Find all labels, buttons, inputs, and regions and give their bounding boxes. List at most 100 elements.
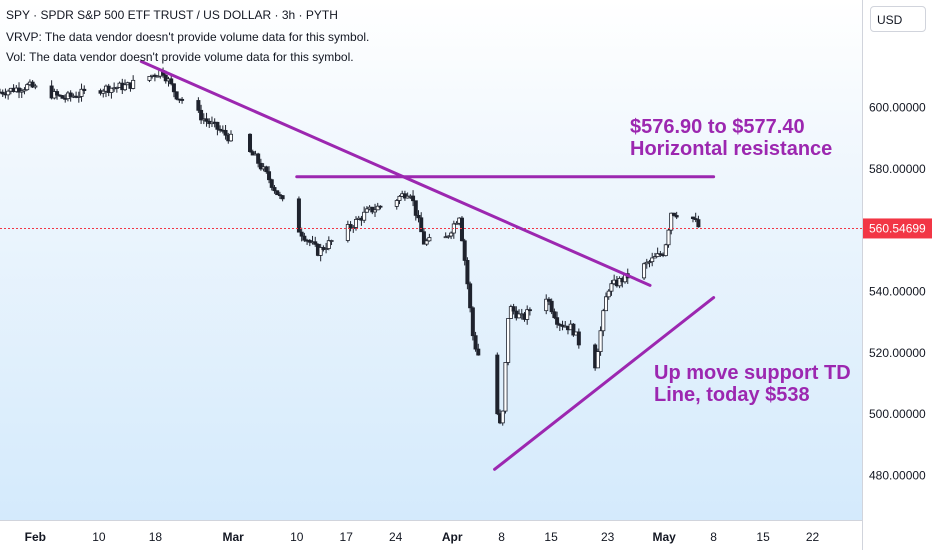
candle-body-down: [411, 195, 416, 202]
candle-body-up: [101, 90, 106, 94]
candle: [302, 232, 307, 242]
candle-body-up: [666, 229, 671, 246]
candle: [147, 75, 152, 83]
candle-body-up: [652, 256, 657, 259]
candle-body-down: [196, 100, 201, 111]
chart-area[interactable]: SPY · SPDR S&P 500 ETF TRUST / US DOLLAR…: [0, 0, 862, 520]
support-annotation: Up move support TD Line, today $538: [654, 362, 851, 406]
time-tick-label: 10: [290, 530, 304, 544]
candles: [0, 67, 701, 426]
candle: [508, 304, 513, 319]
candle-body-up: [114, 87, 119, 89]
candle: [378, 205, 383, 210]
candle: [248, 133, 253, 153]
candle-body-down: [215, 121, 220, 130]
candle: [55, 89, 60, 100]
candle: [280, 194, 285, 202]
candle-body-down: [218, 128, 223, 131]
time-tick-label: 22: [806, 530, 820, 544]
candle-body-down: [267, 171, 272, 181]
candle: [329, 239, 334, 246]
candle-body-up: [525, 309, 530, 320]
time-tick-label: 15: [544, 530, 558, 544]
candle: [22, 87, 27, 95]
candle: [663, 243, 668, 257]
time-tick-label: 18: [149, 530, 163, 544]
candle-body-down: [280, 195, 285, 200]
candle: [364, 206, 369, 213]
candle-body-up: [19, 90, 24, 93]
candle: [546, 297, 551, 306]
price-tick-label: 580.00000: [869, 162, 926, 176]
candle-body-up: [650, 257, 655, 263]
candle: [647, 259, 652, 268]
currency-button[interactable]: USD: [870, 6, 926, 32]
candle-body-up: [506, 318, 511, 363]
candle: [604, 292, 609, 312]
candle-body-down: [275, 190, 280, 196]
candle-body-down: [495, 354, 500, 415]
candle-body-up: [6, 90, 11, 96]
candle-body-down: [465, 260, 470, 285]
candle: [595, 348, 600, 369]
candle-body-up: [155, 75, 160, 78]
candle-body-up: [609, 283, 614, 292]
candle-body-up: [324, 248, 329, 250]
candle-body-up: [446, 235, 451, 238]
candle: [671, 212, 676, 217]
candle-body-up: [394, 200, 399, 207]
symbol-title[interactable]: SPY · SPDR S&P 500 ETF TRUST / US DOLLAR…: [6, 8, 338, 22]
candle-body-up: [345, 224, 350, 241]
candle-body-up: [544, 298, 549, 312]
candle-body-up: [353, 219, 358, 228]
time-tick-label: 17: [340, 530, 354, 544]
candle-body-up: [318, 247, 323, 256]
candle: [454, 221, 459, 225]
candle-body-up: [375, 205, 380, 211]
candle: [19, 88, 24, 99]
candle: [171, 83, 176, 98]
candle: [174, 91, 179, 101]
candle-body-up: [606, 290, 611, 298]
candle-body-up: [131, 79, 136, 89]
trendline-up-move-support-td[interactable]: [493, 296, 716, 471]
candle-body-up: [647, 261, 652, 264]
candle: [215, 121, 220, 136]
candle: [169, 74, 174, 86]
time-tick-label: Mar: [222, 530, 244, 544]
price-tick-label: 540.00000: [869, 284, 926, 298]
candle: [449, 231, 454, 240]
candle-body-down: [348, 224, 353, 229]
price-axis[interactable]: 600.00000580.00000560.00000540.00000520.…: [862, 0, 932, 550]
candle: [6, 89, 11, 100]
candle: [473, 331, 478, 352]
candle: [204, 112, 209, 127]
candle-body-down: [378, 205, 383, 208]
candle-body-up: [500, 410, 505, 424]
candle: [465, 257, 470, 290]
time-tick-label: 8: [710, 530, 717, 544]
candle: [557, 322, 562, 331]
candle: [601, 308, 606, 337]
candle: [131, 75, 136, 90]
candle-body-down: [171, 83, 176, 93]
candle: [427, 233, 432, 242]
candle-body-down: [299, 231, 304, 237]
candle-body-down: [258, 162, 263, 170]
candle-body-down: [17, 87, 22, 93]
candle-body-up: [595, 351, 600, 369]
vol-label: Vol: The data vendor doesn't provide vol…: [6, 50, 354, 64]
trendline-downtrend[interactable]: [139, 59, 652, 287]
candle-body-up: [76, 96, 81, 98]
candle: [313, 236, 318, 247]
candle: [416, 210, 421, 223]
candle: [318, 243, 323, 262]
candle: [114, 86, 119, 93]
candle-body-up: [397, 195, 402, 201]
candle: [576, 328, 581, 349]
time-axis[interactable]: Feb 10 18 Mar 10 17 24 Apr 8 15 23 May 8 15 22: [0, 520, 862, 550]
candle: [250, 149, 255, 156]
price-chart[interactable]: [0, 0, 862, 520]
price-tick-label: 500.00000: [869, 407, 926, 421]
candle-body-up: [503, 362, 508, 412]
